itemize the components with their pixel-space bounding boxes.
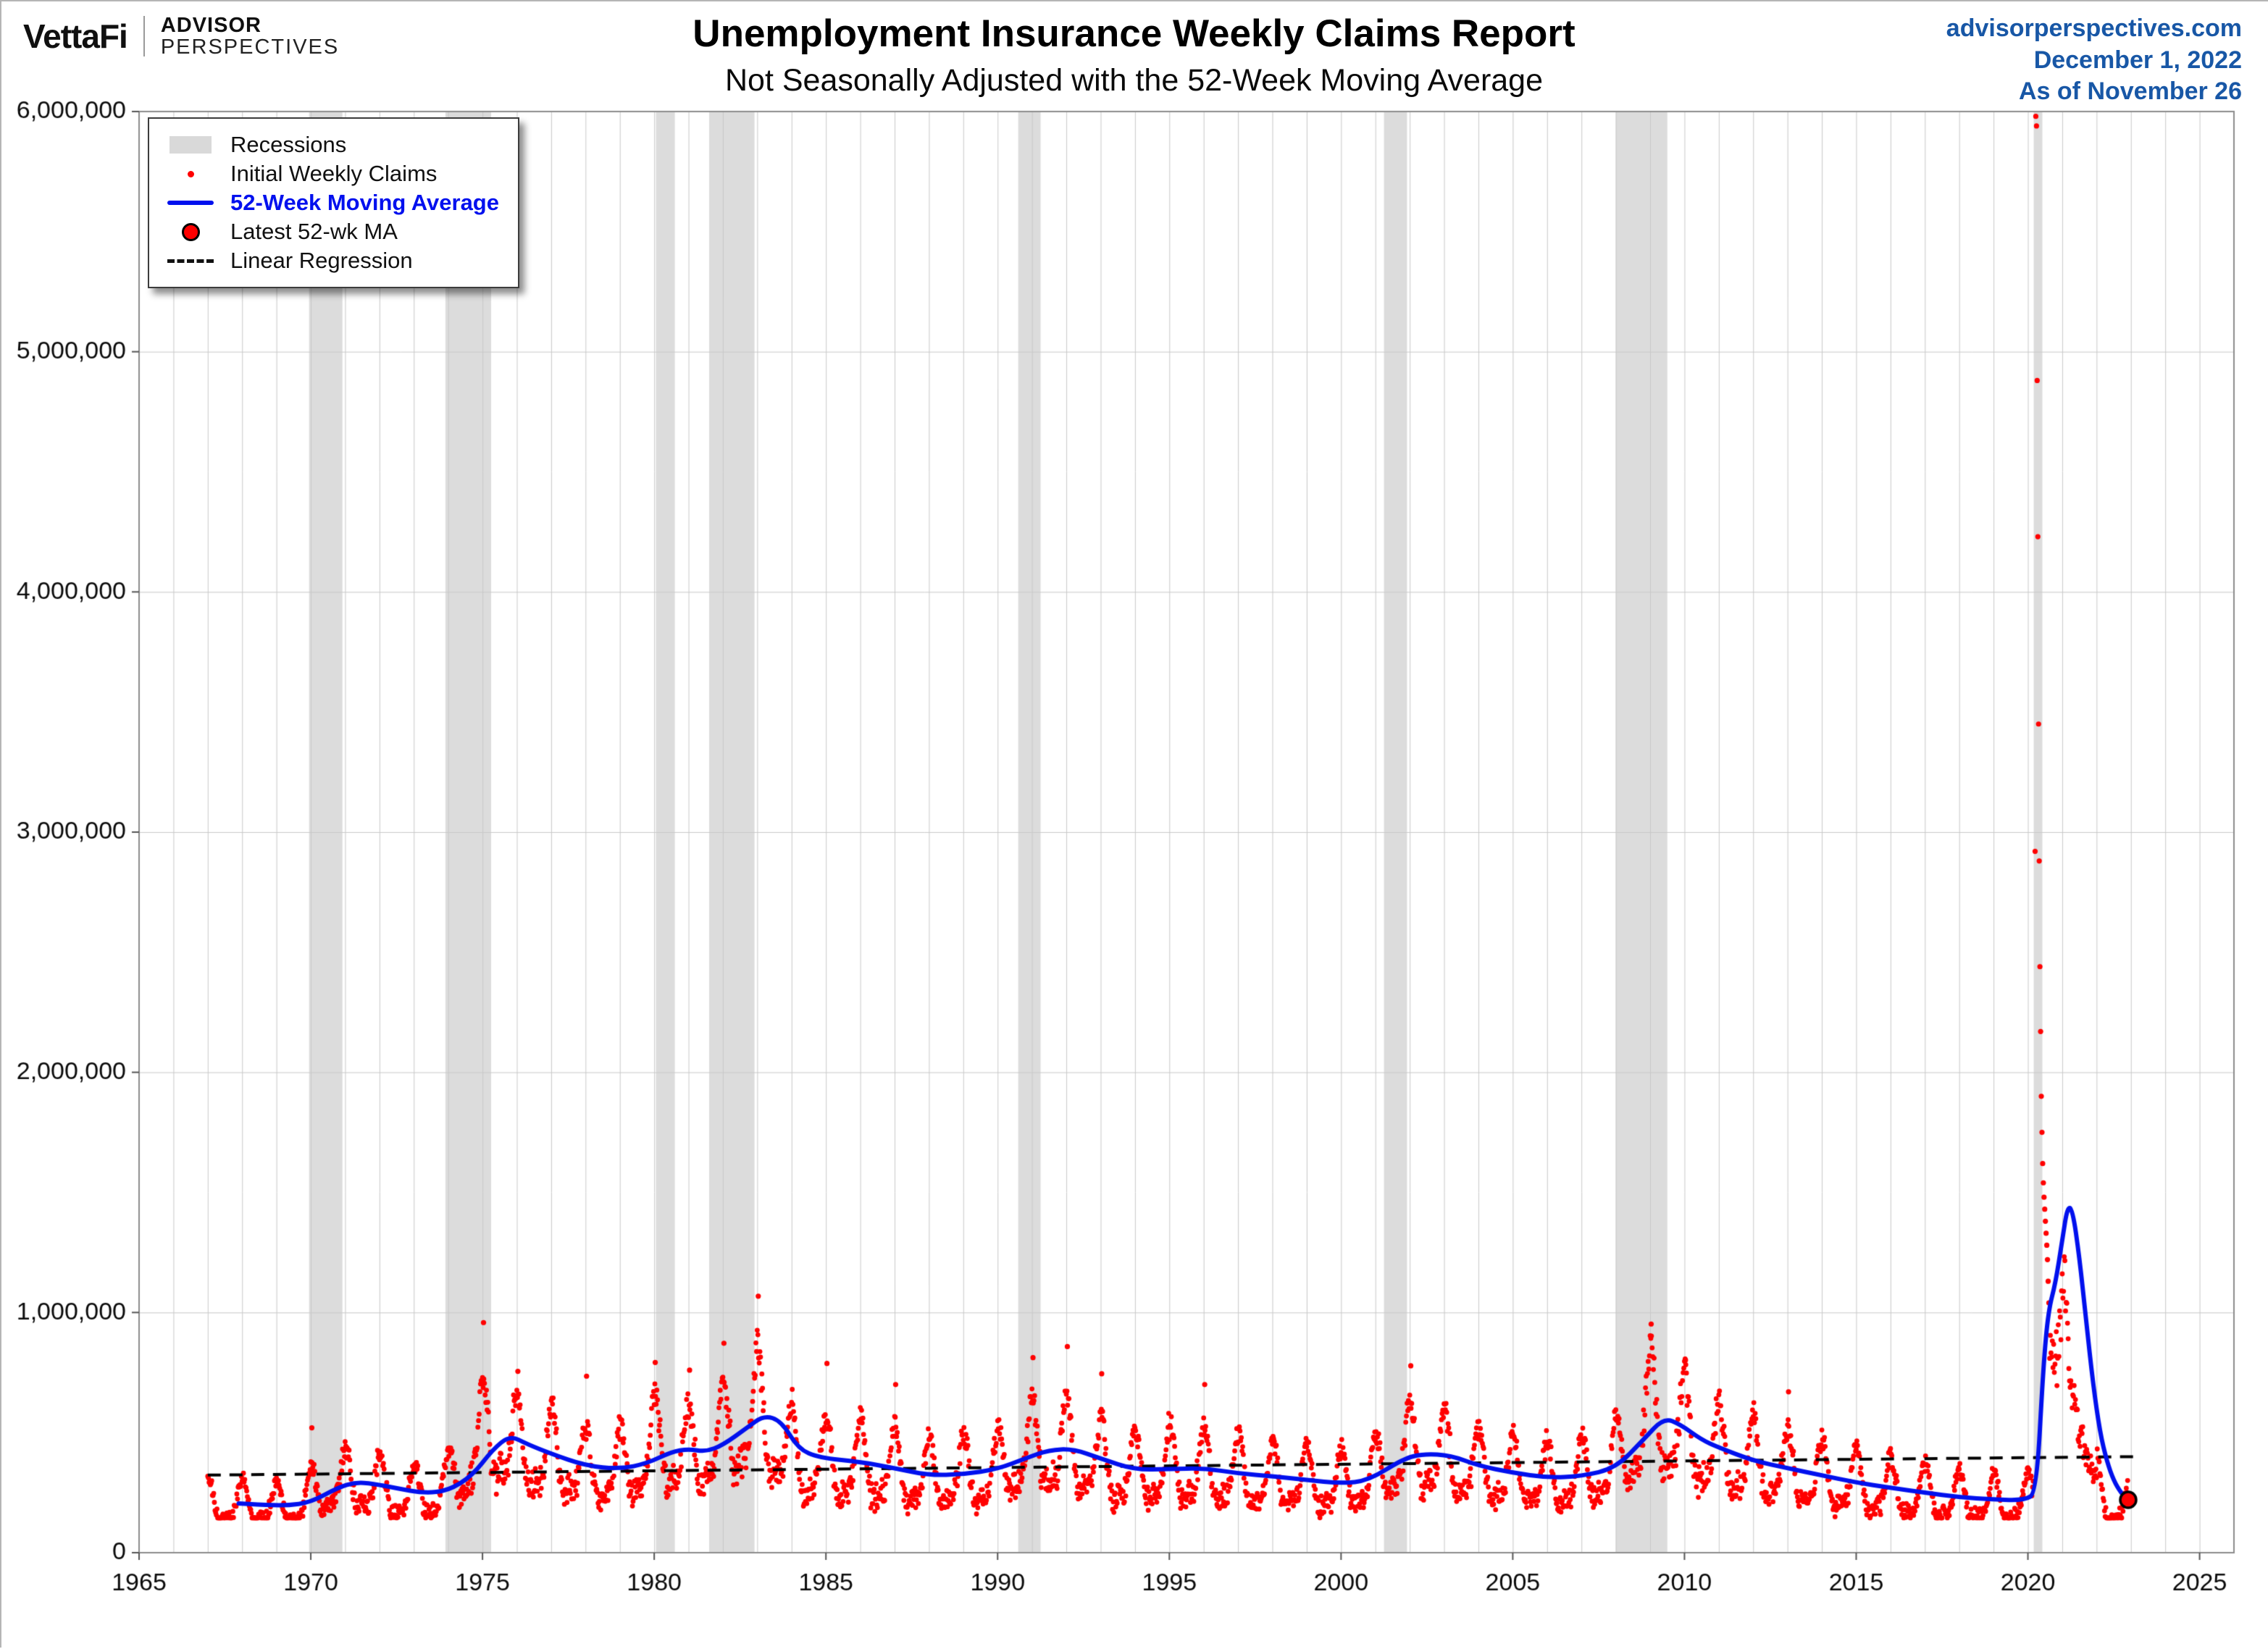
legend-label-initial-claims: Initial Weekly Claims (230, 161, 438, 186)
ma-line-swatch (162, 201, 219, 205)
chart-subtitle: Not Seasonally Adjusted with the 52-Week… (724, 63, 1544, 98)
recession-band-swatch (162, 136, 219, 154)
source-asof: As of November 26 (2019, 77, 2242, 106)
regression-dash-swatch (162, 259, 219, 263)
source-block: advisorperspectives.com December 1, 2022… (1946, 13, 2242, 108)
logo-divider (143, 16, 145, 57)
latest-ma-dot-swatch (162, 222, 219, 241)
legend-item-initial-claims: Initial Weekly Claims (162, 159, 499, 188)
brand-logos: VettaFi ADVISOR PERSPECTIVES (23, 14, 339, 59)
legend-label-latest-ma: Latest 52-wk MA (230, 219, 398, 244)
source-site: advisorperspectives.com (1946, 14, 2242, 42)
legend-label-moving-average: 52-Week Moving Average (230, 190, 499, 215)
title-block: Unemployment Insurance Weekly Claims Rep… (1, 12, 2267, 98)
legend-item-recessions: Recessions (162, 130, 499, 159)
legend-label-regression: Linear Regression (230, 248, 413, 273)
header: VettaFi ADVISOR PERSPECTIVES Unemploymen… (1, 1, 2267, 109)
vettafi-logo: VettaFi (23, 17, 128, 56)
advisor-logo-line1: ADVISOR (160, 14, 261, 37)
source-date: December 1, 2022 (2033, 46, 2242, 74)
legend-item-moving-average: 52-Week Moving Average (162, 188, 499, 217)
advisor-logo-line2: PERSPECTIVES (160, 35, 340, 59)
chart-title: Unemployment Insurance Weekly Claims Rep… (692, 12, 1576, 55)
claims-dot-swatch (162, 170, 219, 177)
legend-item-latest-ma: Latest 52-wk MA (162, 217, 499, 246)
chart-legend: Recessions Initial Weekly Claims 52-Week… (148, 117, 519, 288)
advisor-perspectives-logo: ADVISOR PERSPECTIVES (161, 14, 339, 59)
legend-item-regression: Linear Regression (162, 246, 499, 275)
legend-label-recessions: Recessions (230, 132, 347, 157)
